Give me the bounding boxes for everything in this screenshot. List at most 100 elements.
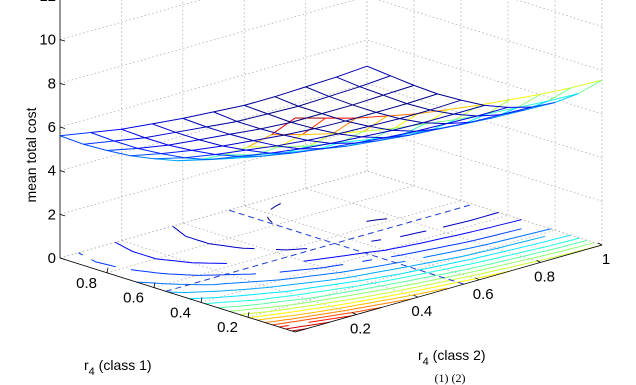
surface-mesh-segment — [168, 139, 200, 146]
surface-mesh-segment — [399, 109, 431, 120]
optimum-dashed-line-y — [228, 209, 465, 285]
surface-mesh-segment — [328, 86, 360, 97]
contour-line — [115, 219, 522, 264]
x-axis-line — [59, 257, 296, 333]
z-tick-mark — [59, 39, 66, 42]
surface-mesh-segment — [323, 142, 355, 150]
x-tick-mark — [153, 282, 156, 288]
surface-mesh-segment — [422, 113, 454, 124]
surface-mesh-segment — [390, 75, 415, 86]
contour-line — [189, 234, 571, 300]
surface-mesh-segment — [477, 114, 501, 117]
surface-mesh-segment — [332, 130, 364, 135]
surface-mesh-segment — [291, 121, 315, 130]
surface-mesh-segment — [336, 76, 360, 88]
contour-line — [272, 306, 383, 326]
surface-mesh-segment — [276, 145, 301, 150]
surface-mesh-segment — [106, 150, 131, 157]
surface-mesh-segment — [59, 131, 91, 137]
x-floor-gridline — [153, 200, 462, 288]
surface-mesh-segment — [352, 104, 377, 113]
surface-mesh-segment — [298, 105, 323, 115]
surface-mesh-segment — [271, 117, 296, 136]
surface-mesh-segment — [83, 140, 115, 145]
z-tick-label: 12 — [39, 0, 56, 5]
surface-mesh-segment — [516, 100, 548, 109]
caption-superscripts: (1) (2) — [435, 371, 466, 385]
z-axis-label: mean total cost — [23, 107, 39, 202]
surface-mesh-segment — [253, 140, 277, 147]
surface-mesh-segment — [269, 148, 301, 154]
surface-mesh-segment — [151, 123, 176, 133]
z-gridline-back — [59, 39, 368, 128]
surface-mesh-segment — [307, 139, 332, 144]
y-tick-mark — [597, 242, 603, 246]
surface-mesh-segment — [330, 136, 362, 144]
surface-mesh-segment — [486, 107, 518, 115]
x-tick-label: 0.8 — [76, 275, 97, 292]
surface-mesh-segment — [144, 131, 176, 139]
surface-mesh-segment — [399, 118, 424, 124]
y-tick-mark — [413, 294, 418, 298]
surface-mesh-segment — [244, 104, 268, 115]
surface-mesh-segment — [500, 106, 532, 116]
surface-mesh-segment — [340, 138, 371, 144]
surface-mesh-segment — [177, 159, 209, 162]
x-floor-gridline — [59, 170, 368, 259]
x-tick-label: 0.2 — [217, 319, 238, 336]
x-floor-gridline — [200, 215, 509, 303]
surface-mesh-segment — [301, 117, 326, 136]
contour-line — [266, 203, 388, 223]
surface-mesh-segment — [215, 153, 239, 157]
surface-mesh-segment — [274, 96, 299, 107]
y-tick-label: 0.8 — [534, 268, 555, 285]
surface-mesh-segment — [130, 153, 162, 157]
surface-mesh-segment — [356, 115, 388, 119]
surface-mesh-segment — [184, 157, 209, 161]
surface-mesh-segment — [208, 155, 239, 161]
surface-mesh-segment — [274, 86, 306, 98]
y-floor-gridline — [244, 205, 480, 281]
z-tick-mark — [59, 170, 66, 173]
z-tick-label: 0 — [48, 250, 56, 267]
surface-mesh-segment — [175, 126, 207, 133]
surface-mesh-segment — [168, 144, 193, 151]
z-tick-label: 10 — [39, 32, 56, 49]
surface-mesh-segment — [184, 153, 216, 159]
surface-mesh-segment — [328, 95, 353, 106]
surface-mesh-segment — [215, 149, 247, 155]
surface-mesh-segment — [415, 128, 440, 132]
surface-mesh-segment — [392, 129, 416, 132]
surface-mesh-segment — [83, 143, 108, 152]
z-tick-label: 4 — [48, 163, 56, 180]
surface-mesh-segment — [253, 134, 285, 142]
surface-mesh-segment — [152, 117, 183, 125]
surface-mesh-segment — [238, 152, 270, 157]
y-floor-gridline — [121, 240, 357, 315]
surface-mesh-segment — [345, 120, 370, 127]
surface-mesh-segment — [524, 100, 548, 111]
surface-mesh-segment — [199, 133, 230, 141]
surface-mesh-segment — [121, 128, 146, 139]
surface-mesh-segment — [338, 125, 370, 135]
surface-mesh-segment — [291, 113, 323, 123]
y-tick-mark — [475, 277, 480, 281]
x-tick-label: 0.6 — [123, 290, 144, 307]
y-floor-gridline — [305, 188, 541, 263]
surface-mesh-segment — [446, 121, 471, 125]
surface-mesh-segment — [375, 111, 400, 120]
surface-mesh-segment — [345, 111, 377, 122]
contour-line — [218, 239, 588, 309]
surface-mesh-segment — [460, 99, 485, 106]
y-tick-label: 0.2 — [350, 321, 371, 338]
surface-mesh — [59, 65, 603, 162]
surface-mesh-segment — [479, 99, 510, 106]
z-tick-mark — [59, 213, 66, 217]
x-floor-gridline — [247, 229, 556, 318]
surface-mesh-segment — [484, 104, 509, 108]
contour-line — [278, 315, 353, 328]
contour-line — [264, 298, 413, 323]
surface-mesh-segment — [571, 79, 603, 89]
surface-mesh-segment — [144, 137, 169, 146]
